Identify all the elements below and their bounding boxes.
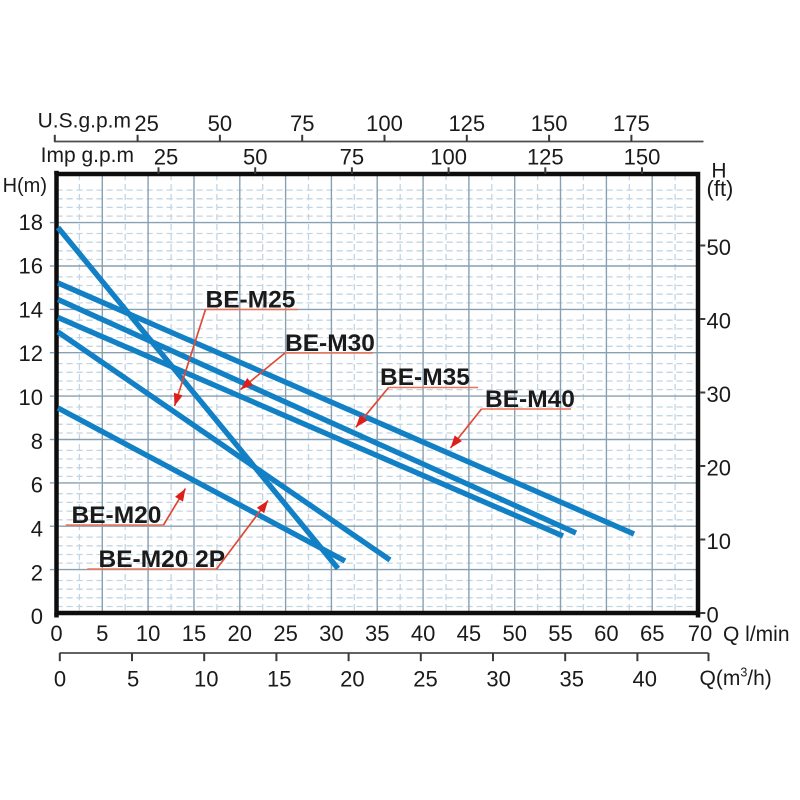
svg-text:40: 40: [411, 621, 435, 646]
svg-text:45: 45: [457, 621, 481, 646]
svg-text:0: 0: [54, 667, 66, 692]
svg-text:10: 10: [19, 385, 43, 410]
svg-text:10: 10: [707, 529, 731, 554]
svg-text:0: 0: [707, 603, 719, 628]
svg-text:40: 40: [633, 667, 657, 692]
svg-text:60: 60: [594, 621, 618, 646]
svg-text:75: 75: [290, 111, 314, 136]
svg-text:8: 8: [31, 429, 43, 454]
svg-text:12: 12: [19, 341, 43, 366]
svg-text:75: 75: [340, 145, 364, 170]
svg-text:125: 125: [527, 145, 564, 170]
svg-text:50: 50: [243, 145, 267, 170]
svg-text:0: 0: [31, 604, 43, 629]
svg-text:25: 25: [413, 667, 437, 692]
svg-text:125: 125: [448, 111, 485, 136]
svg-text:25: 25: [134, 111, 158, 136]
svg-text:50: 50: [502, 621, 526, 646]
svg-text:20: 20: [340, 667, 364, 692]
svg-text:150: 150: [531, 111, 568, 136]
svg-text:14: 14: [19, 297, 43, 322]
svg-text:(ft): (ft): [707, 176, 734, 201]
svg-text:Q(m3/h): Q(m3/h): [700, 666, 772, 691]
svg-text:100: 100: [430, 145, 467, 170]
svg-text:0: 0: [50, 621, 62, 646]
svg-text:50: 50: [707, 235, 731, 260]
svg-text:25: 25: [273, 621, 297, 646]
svg-text:35: 35: [559, 667, 583, 692]
svg-text:2: 2: [31, 560, 43, 585]
svg-text:65: 65: [640, 621, 664, 646]
svg-text:50: 50: [208, 111, 232, 136]
svg-text:15: 15: [267, 667, 291, 692]
svg-text:H(m): H(m): [3, 175, 47, 197]
svg-text:6: 6: [31, 473, 43, 498]
svg-text:U.S.g.p.m: U.S.g.p.m: [38, 110, 131, 133]
svg-text:15: 15: [182, 621, 206, 646]
svg-text:10: 10: [136, 621, 160, 646]
svg-text:70: 70: [688, 621, 712, 646]
svg-text:30: 30: [707, 382, 731, 407]
svg-text:55: 55: [548, 621, 572, 646]
svg-text:30: 30: [486, 667, 510, 692]
svg-text:H: H: [711, 160, 726, 183]
svg-text:20: 20: [707, 456, 731, 481]
svg-text:Imp g.p.m: Imp g.p.m: [41, 144, 134, 167]
svg-text:5: 5: [96, 621, 108, 646]
svg-text:25: 25: [154, 145, 178, 170]
svg-text:20: 20: [228, 621, 252, 646]
svg-text:18: 18: [19, 210, 43, 235]
svg-text:175: 175: [613, 111, 650, 136]
svg-text:35: 35: [365, 621, 389, 646]
svg-text:40: 40: [707, 309, 731, 334]
svg-text:5: 5: [127, 667, 139, 692]
svg-text:30: 30: [319, 621, 343, 646]
svg-text:16: 16: [19, 254, 43, 279]
svg-text:Q l/min: Q l/min: [723, 623, 790, 646]
svg-text:150: 150: [624, 145, 661, 170]
svg-text:BE-M35: BE-M35: [380, 364, 470, 391]
svg-text:10: 10: [194, 667, 218, 692]
svg-text:100: 100: [366, 111, 403, 136]
svg-text:4: 4: [31, 517, 43, 542]
